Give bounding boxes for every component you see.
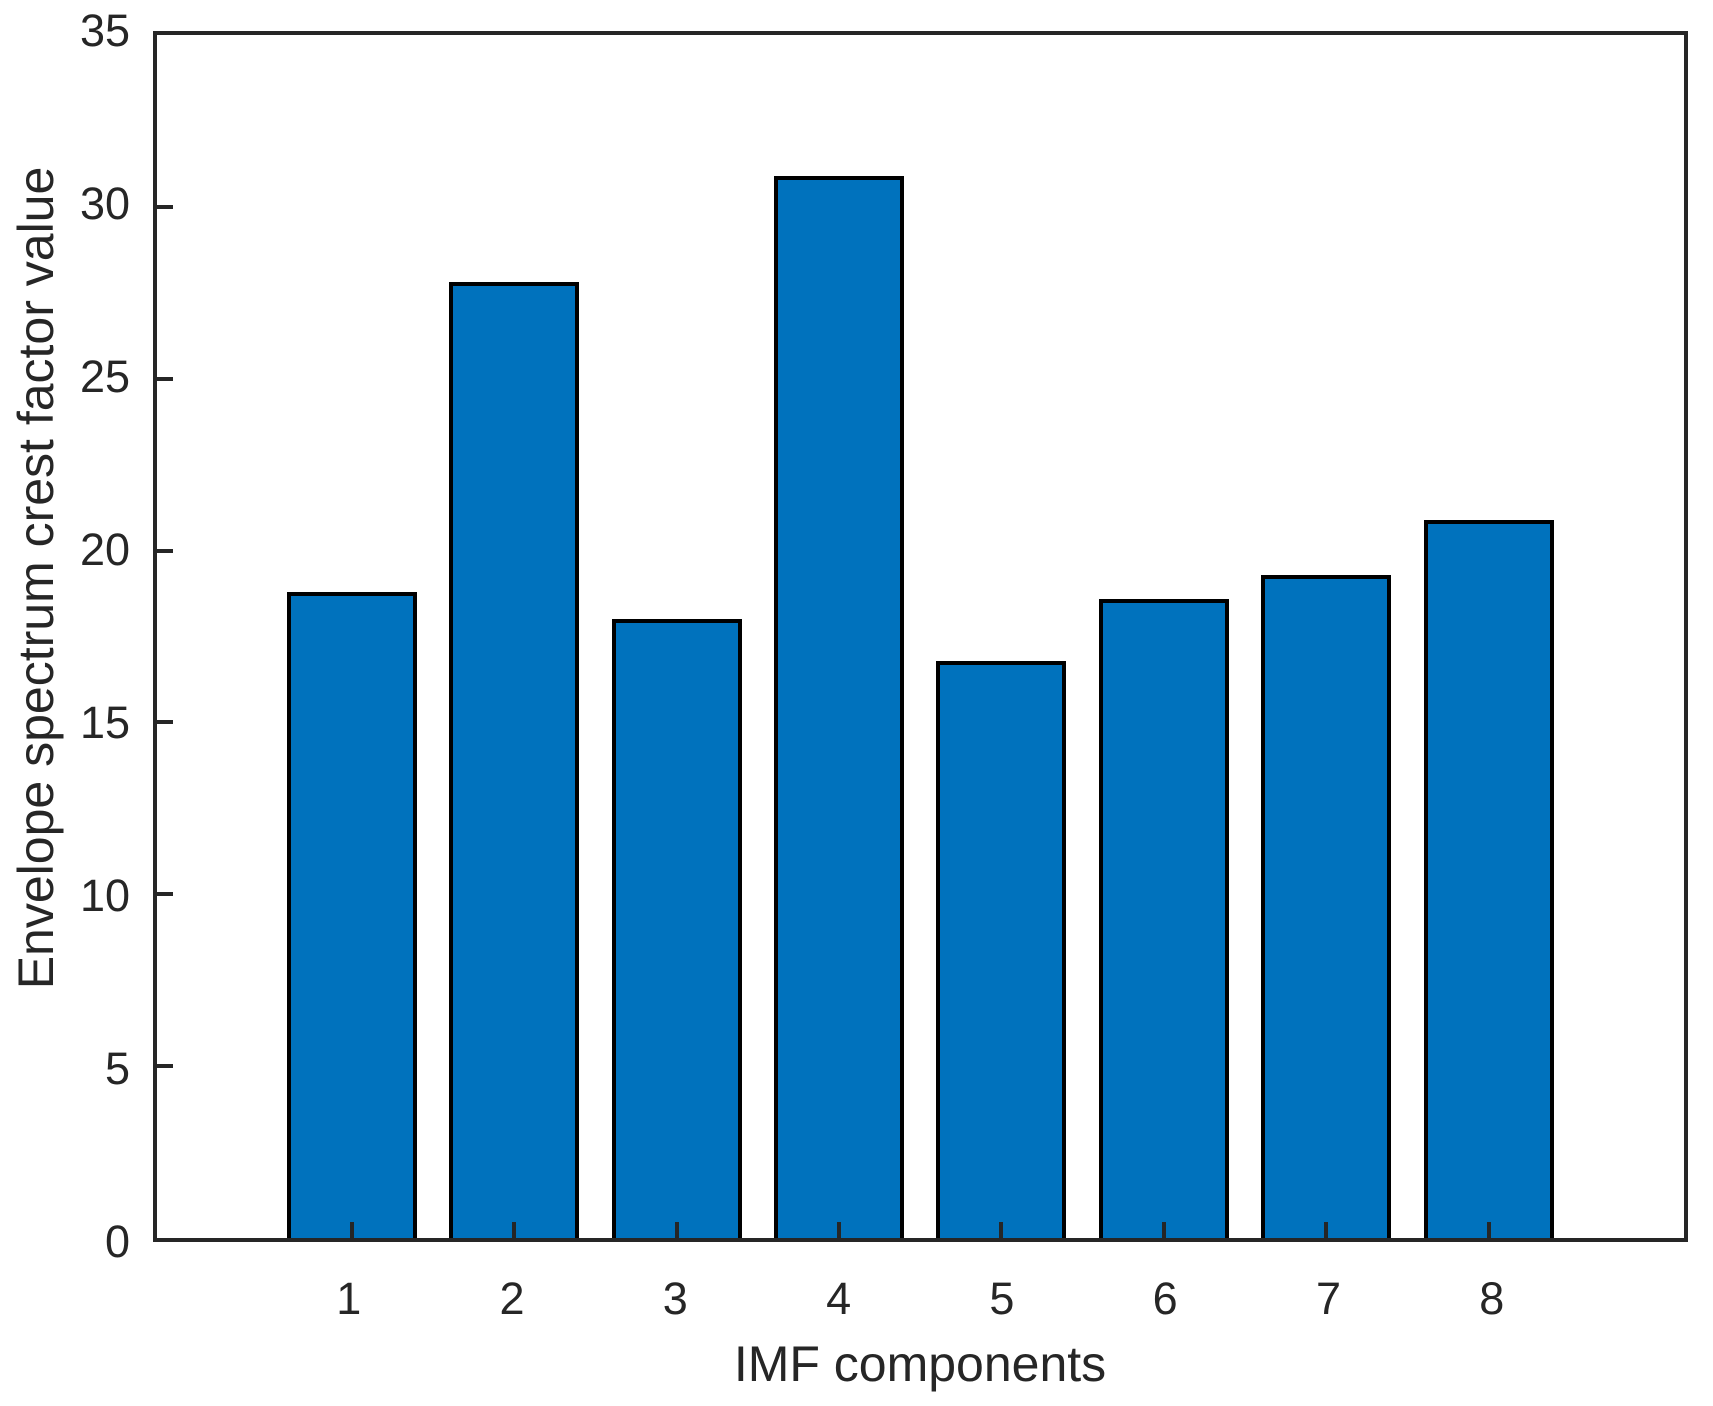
bar-imf-1: [286, 591, 417, 1238]
x-tick-label: 8: [1479, 1273, 1505, 1324]
y-tick-mark: [157, 720, 173, 725]
x-tick-label: 4: [826, 1273, 852, 1324]
y-tick-mark: [157, 548, 173, 553]
y-tick-label: 20: [79, 524, 130, 575]
x-tick-mark: [1486, 1222, 1491, 1238]
y-tick-label: 10: [79, 870, 130, 921]
x-tick-mark: [674, 1222, 679, 1238]
x-tick-mark: [1324, 1222, 1329, 1238]
x-tick-label: 2: [499, 1273, 525, 1324]
y-tick-label: 30: [79, 178, 130, 229]
x-tick-label: 5: [989, 1273, 1015, 1324]
plot-area: [153, 31, 1688, 1242]
y-tick-mark: [157, 1064, 173, 1069]
x-tick-mark: [837, 1222, 842, 1238]
x-tick-mark: [999, 1222, 1004, 1238]
x-axis-title: IMF components: [733, 1336, 1107, 1392]
bar-imf-7: [1261, 574, 1392, 1238]
y-tick-label: 5: [104, 1043, 130, 1094]
x-tick-mark: [512, 1222, 517, 1238]
bar-imf-3: [611, 619, 742, 1238]
bar-imf-4: [774, 175, 904, 1238]
y-tick-mark: [157, 376, 173, 381]
y-axis-title: Envelope spectrum crest factor value: [8, 166, 64, 990]
x-tick-label: 6: [1152, 1273, 1178, 1324]
x-tick-mark: [349, 1222, 354, 1238]
bar-imf-8: [1423, 519, 1554, 1238]
x-tick-label: 1: [336, 1273, 362, 1324]
x-tick-label: 3: [662, 1273, 688, 1324]
y-tick-label: 25: [79, 351, 130, 402]
y-tick-mark: [157, 892, 173, 897]
y-tick-label: 15: [79, 697, 130, 748]
y-tick-label: 0: [104, 1216, 130, 1267]
x-tick-label: 7: [1315, 1273, 1341, 1324]
bar-imf-6: [1098, 598, 1229, 1238]
x-tick-mark: [1161, 1222, 1166, 1238]
y-tick-mark: [157, 204, 173, 209]
bar-imf-5: [936, 660, 1067, 1238]
bar-imf-2: [449, 282, 580, 1238]
y-tick-label: 35: [79, 5, 130, 56]
